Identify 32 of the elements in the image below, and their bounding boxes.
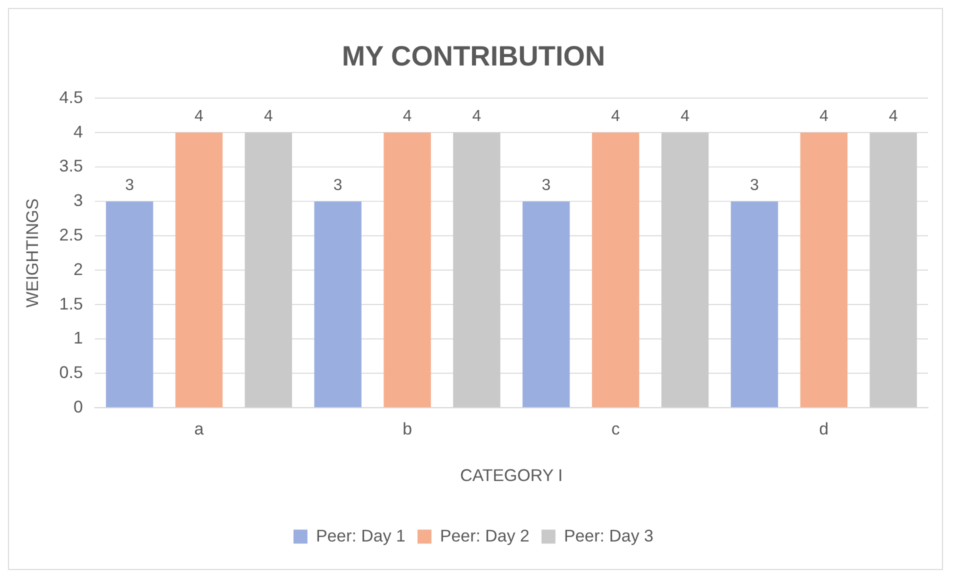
y-tick-label: 1.5 xyxy=(59,294,83,314)
x-tick-label: a xyxy=(194,420,204,439)
data-label: 4 xyxy=(472,108,482,126)
y-tick-label: 2 xyxy=(73,260,83,279)
data-label: 4 xyxy=(194,108,204,126)
x-tick-label: d xyxy=(819,420,829,439)
y-tick-label: 0 xyxy=(73,397,83,416)
y-tick-label: 1 xyxy=(73,328,83,348)
data-label: 3 xyxy=(125,176,134,194)
data-label: 3 xyxy=(542,176,551,194)
y-tick-label: 4.5 xyxy=(59,88,83,107)
data-label: 4 xyxy=(402,108,412,126)
x-tick-label: c xyxy=(611,420,620,439)
y-tick-label: 0.5 xyxy=(59,363,83,382)
data-label: 4 xyxy=(680,108,690,126)
y-tick-label: 3 xyxy=(73,191,83,210)
data-label: 4 xyxy=(264,108,273,126)
y-tick-label: 2.5 xyxy=(59,226,83,244)
chart-title: MY CONTRIBUTION xyxy=(342,40,606,72)
legend-label: Peer: Day 3 xyxy=(564,526,654,546)
data-label: 3 xyxy=(333,176,342,194)
y-axis-title: WEIGHTINGS xyxy=(22,198,42,308)
data-label: 4 xyxy=(819,108,828,126)
data-label: 4 xyxy=(888,108,898,126)
legend-label: Peer: Day 1 xyxy=(316,526,406,546)
x-axis-title: CATEGORY I xyxy=(460,466,563,485)
y-tick-label: 4 xyxy=(73,122,83,142)
y-tick-label: 3.5 xyxy=(59,156,83,176)
x-tick-label: b xyxy=(402,420,412,439)
legend-label: Peer: Day 2 xyxy=(440,526,530,546)
data-label: 3 xyxy=(750,176,760,194)
data-label: 4 xyxy=(611,108,620,126)
